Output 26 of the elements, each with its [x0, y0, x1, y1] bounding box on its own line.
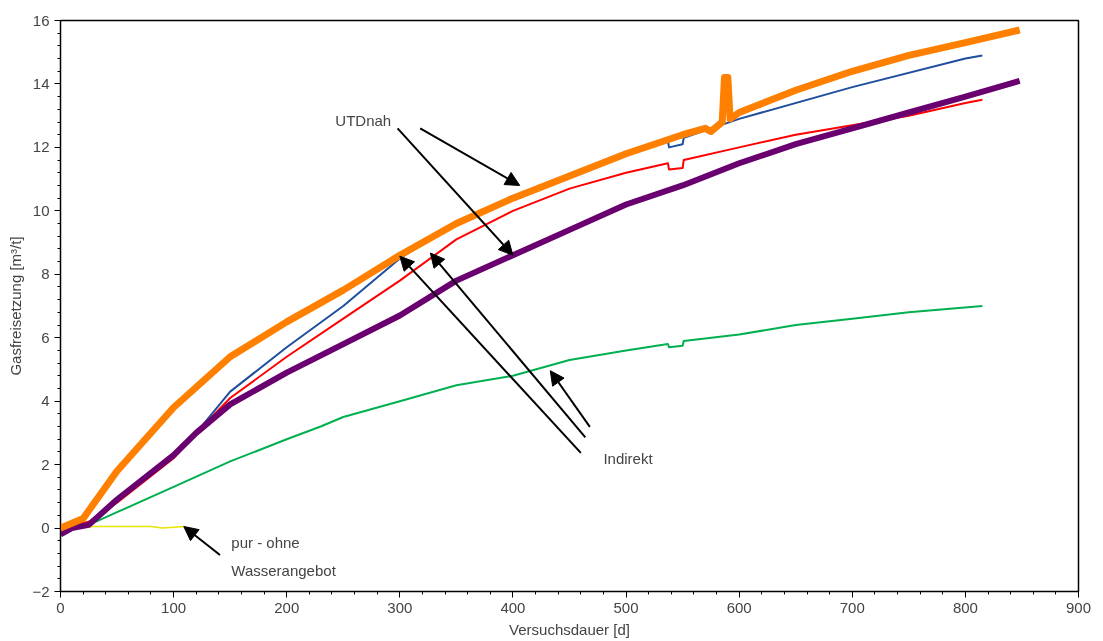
annotation: Wasserangebot — [231, 562, 337, 580]
y-tick-label: 0 — [41, 519, 50, 537]
y-tick-label: 4 — [41, 392, 50, 410]
y-axis-title: Gasfreisetzung [m³/t] — [7, 236, 25, 376]
y-tick-label: 14 — [32, 74, 50, 92]
y-tick-label: 10 — [32, 201, 50, 219]
y-tick-label: 16 — [32, 11, 50, 29]
x-tick-label: 800 — [952, 598, 978, 616]
y-tick-label: −2 — [32, 582, 50, 600]
x-tick-label: 300 — [387, 598, 413, 616]
y-tick-label: 8 — [41, 265, 50, 283]
x-tick-label: 400 — [500, 598, 526, 616]
y-tick-label: 2 — [41, 455, 50, 473]
x-tick-label: 500 — [613, 598, 639, 616]
x-tick-label: 700 — [839, 598, 865, 616]
x-tick-label: 0 — [56, 598, 65, 616]
x-tick-label: 200 — [274, 598, 300, 616]
y-tick-label: 6 — [41, 328, 50, 346]
y-tick-label: 12 — [32, 138, 50, 156]
x-tick-label: 600 — [726, 598, 752, 616]
annotation: pur - ohne — [231, 533, 300, 551]
x-tick-label: 900 — [1065, 598, 1092, 616]
annotation: Indirekt — [603, 449, 654, 467]
annotation: UTDnah — [335, 111, 392, 129]
x-tick-label: 100 — [161, 598, 187, 616]
x-axis-title: Versuchsdauer [d] — [509, 620, 630, 638]
